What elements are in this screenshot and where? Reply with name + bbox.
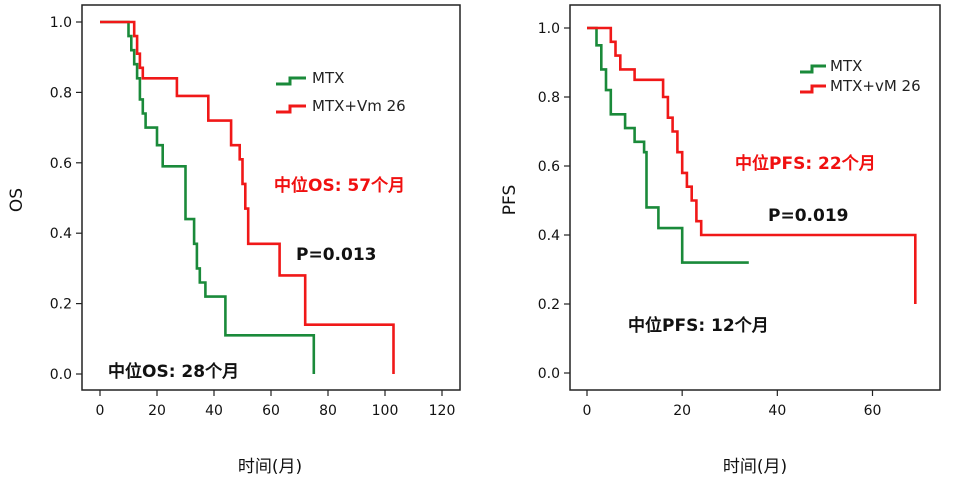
os-xtick-label-0: 0 (96, 403, 105, 419)
pfs-xtick-label-1: 20 (673, 403, 691, 419)
pfs-ylabel: PFS (500, 185, 520, 216)
os-legend-mtx-label: MTX (312, 69, 344, 87)
os-xtick-label-6: 120 (429, 403, 456, 419)
pfs-ytick-label-1: 0.2 (538, 297, 560, 313)
pfs-curve-combo (587, 26, 917, 304)
os-ytick-label-2: 0.4 (50, 226, 72, 242)
pfs-ytick-label-5: 1.0 (538, 21, 560, 37)
os-ytick-label-0: 0.0 (50, 367, 72, 383)
pfs-curve-mtx (587, 26, 749, 264)
os-xlabel: 时间(月) (238, 457, 302, 477)
os-xtick-label-4: 80 (319, 403, 337, 419)
pfs-legend-combo-label: MTX+vM 26 (830, 77, 921, 95)
pfs-median-mtx-annotation: 中位PFS: 12个月 (628, 315, 769, 336)
os-chart: 0.0 0.2 0.4 0.6 0.8 1.0 0 20 40 60 80 100 120 OS 时间… (7, 4, 461, 477)
os-ytick-label-1: 0.2 (50, 297, 72, 313)
os-median-combo-annotation: 中位OS: 57个月 (274, 175, 405, 196)
os-median-mtx-annotation: 中位OS: 28个月 (108, 361, 239, 382)
os-pvalue-annotation: P=0.013 (296, 245, 376, 265)
os-ytick-label-3: 0.6 (50, 156, 72, 172)
pfs-ytick-label-2: 0.4 (538, 228, 560, 244)
pfs-xtick-label-0: 0 (583, 403, 592, 419)
os-legend-combo-swatch (276, 104, 306, 114)
os-legend-combo-label: MTX+Vm 26 (312, 97, 406, 115)
os-xtick-label-3: 60 (262, 403, 280, 419)
pfs-pvalue-annotation: P=0.019 (768, 206, 848, 226)
pfs-frame (569, 4, 941, 391)
os-ytick-label-5: 1.0 (50, 15, 72, 31)
pfs-legend-combo-swatch (800, 84, 826, 94)
os-curve-mtx (100, 20, 316, 374)
os-legend-mtx-swatch (276, 76, 306, 86)
pfs-chart: 0.0 0.2 0.4 0.6 0.8 1.0 0 20 40 60 PFS 时间(月) MTX… (500, 4, 941, 477)
pfs-xtick-label-3: 60 (864, 403, 882, 419)
pfs-ytick-label-0: 0.0 (538, 366, 560, 382)
pfs-median-combo-annotation: 中位PFS: 22个月 (735, 153, 876, 174)
pfs-legend-mtx-label: MTX (830, 57, 862, 75)
os-curve-combo (100, 20, 395, 374)
pfs-xtick-label-2: 40 (768, 403, 786, 419)
pfs-ytick-label-4: 0.8 (538, 90, 560, 106)
os-ylabel: OS (7, 188, 27, 212)
os-xtick-label-2: 40 (205, 403, 223, 419)
pfs-ytick-label-3: 0.6 (538, 159, 560, 175)
pfs-legend-mtx-swatch (800, 64, 826, 74)
os-xtick-label-1: 20 (148, 403, 166, 419)
os-xtick-label-5: 100 (372, 403, 399, 419)
pfs-xlabel: 时间(月) (723, 457, 787, 477)
os-legend: MTX MTX+Vm 26 (276, 69, 406, 115)
pfs-legend: MTX MTX+vM 26 (800, 57, 921, 95)
os-ytick-label-4: 0.8 (50, 85, 72, 101)
